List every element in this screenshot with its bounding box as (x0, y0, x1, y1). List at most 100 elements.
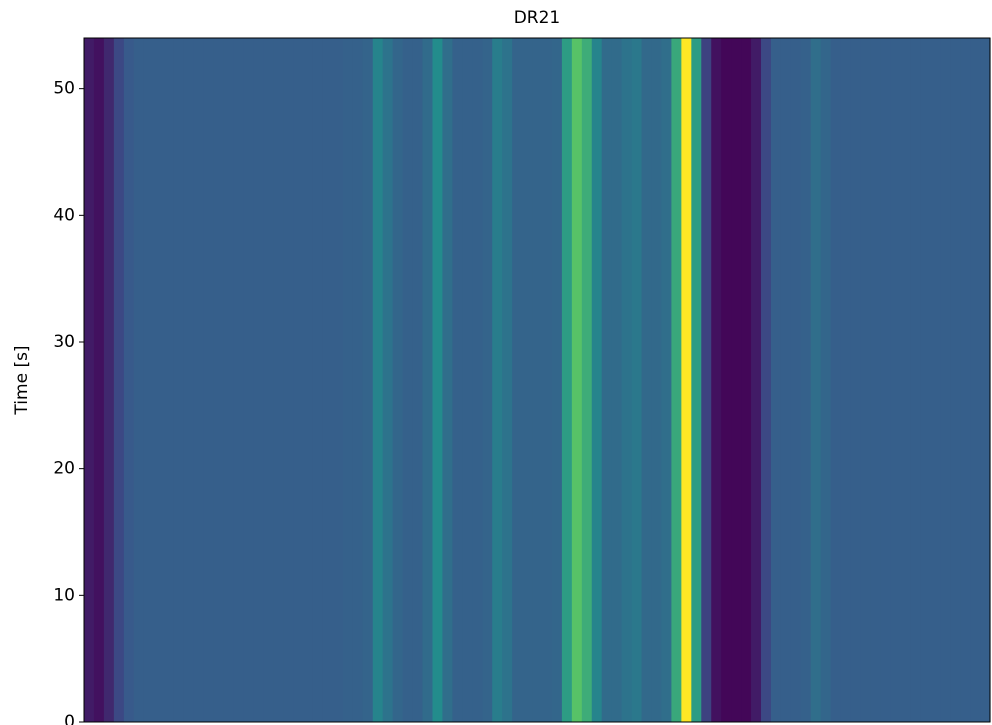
heat-cell (681, 38, 692, 722)
heat-cell (930, 38, 941, 722)
y-tick-label: 20 (53, 459, 75, 479)
y-tick-label: 10 (53, 585, 75, 605)
heat-cell (93, 38, 105, 722)
heat-cell (233, 38, 244, 722)
heat-cell (273, 38, 284, 722)
heat-cell (631, 38, 643, 722)
heat-cell (203, 38, 215, 722)
heat-cell (960, 38, 971, 722)
heat-cell (780, 38, 792, 722)
heat-cell (263, 38, 274, 722)
heat-cell (800, 38, 812, 722)
heat-cell (581, 38, 593, 722)
heat-cell (143, 38, 155, 722)
heat-cell (332, 38, 344, 722)
heat-cell (541, 38, 553, 722)
heat-cell (163, 38, 175, 722)
heat-cell (900, 38, 911, 722)
chart-title: DR21 (514, 8, 561, 28)
heat-cell (532, 38, 543, 722)
heat-cell (770, 38, 782, 722)
heat-cell (711, 38, 722, 722)
heat-cell (751, 38, 762, 722)
heat-cell (153, 38, 165, 722)
heat-cell (860, 38, 872, 722)
heat-cell (432, 38, 444, 722)
heat-cell (173, 38, 185, 722)
heat-cell (322, 38, 334, 722)
heat-cell (452, 38, 463, 722)
heat-cell (940, 38, 951, 722)
heat-cell (382, 38, 394, 722)
heat-cell (213, 38, 224, 722)
heat-cell (123, 38, 135, 722)
heat-cell (980, 38, 991, 722)
heat-cell (691, 38, 702, 722)
heat-cell (551, 38, 563, 722)
heat-cell (890, 38, 901, 722)
heat-cell (472, 38, 483, 722)
heat-cell (512, 38, 523, 722)
heat-cell (293, 38, 304, 722)
heat-cell (721, 38, 732, 722)
heat-cell (412, 38, 424, 722)
heat-cell (352, 38, 364, 722)
heat-cell (243, 38, 254, 722)
heat-cell (621, 38, 633, 722)
heat-cell (422, 38, 434, 722)
heat-cell (820, 38, 832, 722)
heat-cell (790, 38, 802, 722)
heat-cell (492, 38, 503, 722)
heat-cell (183, 38, 195, 722)
heat-cell (84, 38, 95, 722)
heat-cell (482, 38, 493, 722)
heat-cell (113, 38, 125, 722)
heat-cell (950, 38, 961, 722)
heat-cell (840, 38, 852, 722)
heat-cell (731, 38, 742, 722)
heat-cell (661, 38, 673, 722)
heat-cell (561, 38, 573, 722)
heat-cell (651, 38, 663, 722)
heat-cell (850, 38, 862, 722)
heat-cell (880, 38, 892, 722)
heat-cell (611, 38, 623, 722)
heat-cell (761, 38, 772, 722)
heat-cell (103, 38, 115, 722)
heat-cell (671, 38, 682, 722)
heat-cell (810, 38, 822, 722)
heat-cell (392, 38, 404, 722)
heat-cell (701, 38, 712, 722)
heat-cell (641, 38, 653, 722)
heat-cell (741, 38, 752, 722)
heat-cell (830, 38, 842, 722)
y-tick-label: 40 (53, 205, 75, 225)
heat-cell (283, 38, 294, 722)
heat-cell (442, 38, 453, 722)
heat-cell (910, 38, 921, 722)
y-tick-label: 0 (64, 712, 75, 725)
y-tick-label: 30 (53, 332, 75, 352)
heat-cell (462, 38, 473, 722)
heat-cell (133, 38, 145, 722)
heat-cell (402, 38, 414, 722)
heat-cell (342, 38, 354, 722)
plot-frame (83, 37, 991, 723)
heat-cell (591, 38, 603, 722)
y-tick-label: 50 (53, 79, 75, 99)
heat-cell (362, 38, 374, 722)
heat-cell (601, 38, 613, 722)
heat-cell (372, 38, 384, 722)
heat-cell (970, 38, 981, 722)
heat-cell (223, 38, 234, 722)
heat-cell (571, 38, 583, 722)
heat-cell (253, 38, 264, 722)
heat-cell (870, 38, 882, 722)
heat-cell (312, 38, 324, 722)
heat-cell (193, 38, 205, 722)
heat-cell (303, 38, 314, 722)
heat-cell (502, 38, 513, 722)
heat-cell (920, 38, 931, 722)
heat-cell (522, 38, 533, 722)
